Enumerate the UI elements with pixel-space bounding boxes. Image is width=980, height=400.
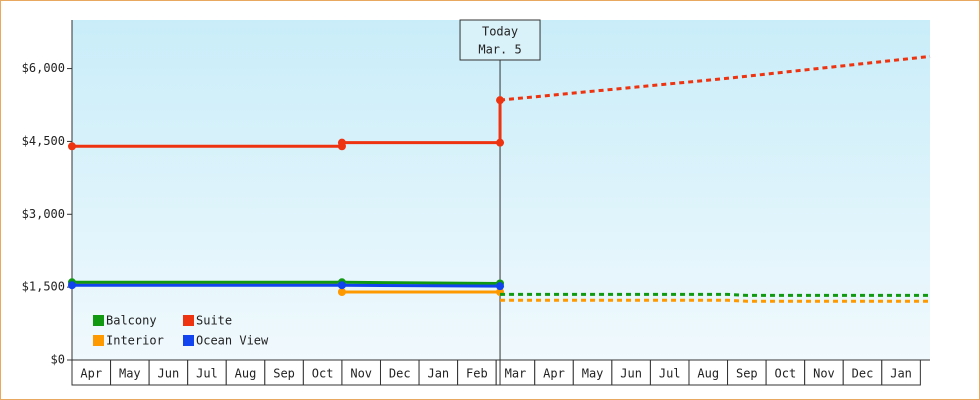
x-tick-label: Oct bbox=[775, 367, 797, 381]
x-tick-label: Apr bbox=[80, 367, 102, 381]
x-tick-label: Mar bbox=[505, 367, 527, 381]
legend-swatch bbox=[93, 315, 104, 326]
y-tick-label: $3,000 bbox=[22, 207, 65, 221]
legend-label: Ocean View bbox=[196, 334, 269, 348]
month-cell bbox=[534, 359, 574, 386]
month-cell bbox=[187, 359, 227, 386]
legend-label: Balcony bbox=[106, 314, 157, 328]
x-tick-label: Nov bbox=[813, 367, 835, 381]
month-cell bbox=[302, 359, 343, 386]
x-tick-label: Jul bbox=[196, 367, 218, 381]
x-tick-label: Dec bbox=[389, 367, 411, 381]
x-tick-label: May bbox=[119, 367, 141, 381]
x-tick-label: Oct bbox=[312, 367, 334, 381]
month-cell bbox=[495, 359, 536, 386]
month-cell bbox=[379, 359, 420, 386]
plot-area bbox=[72, 20, 930, 360]
today-date: Mar. 5 bbox=[478, 43, 521, 57]
x-tick-label: Feb bbox=[466, 367, 488, 381]
x-tick-label: Aug bbox=[235, 367, 257, 381]
x-tick-label: Sep bbox=[273, 367, 295, 381]
y-tick-label: $6,000 bbox=[22, 61, 65, 75]
price-point bbox=[496, 282, 505, 291]
forecast-line bbox=[500, 292, 930, 297]
x-tick-label: Apr bbox=[543, 367, 565, 381]
legend-swatch bbox=[183, 315, 194, 326]
legend-swatch bbox=[183, 335, 194, 346]
forecast-line bbox=[499, 54, 931, 102]
x-tick-label: Aug bbox=[697, 367, 719, 381]
x-tick-label: Dec bbox=[852, 367, 874, 381]
price-point bbox=[496, 138, 505, 147]
price-point bbox=[68, 142, 76, 151]
x-tick-label: Jun bbox=[620, 367, 642, 381]
legend-swatch bbox=[93, 335, 104, 346]
price-point bbox=[68, 281, 76, 290]
x-tick-label: May bbox=[582, 367, 604, 381]
month-cell bbox=[418, 359, 459, 386]
today-box bbox=[459, 19, 541, 61]
x-tick-label: Sep bbox=[736, 367, 758, 381]
month-cell bbox=[881, 359, 921, 386]
forecast-line bbox=[500, 298, 930, 303]
price-line bbox=[72, 280, 501, 285]
x-tick-label: Jan bbox=[427, 367, 449, 381]
x-tick-label: Nov bbox=[350, 367, 372, 381]
month-cell bbox=[225, 359, 266, 386]
x-tick-label: Jul bbox=[659, 367, 681, 381]
y-tick-label: $1,500 bbox=[22, 280, 65, 294]
y-tick-label: $0 bbox=[51, 353, 65, 367]
legend-label: Interior bbox=[106, 334, 164, 348]
price-line bbox=[72, 283, 501, 288]
today-label: Today bbox=[482, 25, 518, 39]
y-tick-label: $4,500 bbox=[22, 134, 65, 148]
month-cell bbox=[264, 359, 304, 386]
price-point bbox=[337, 281, 346, 290]
legend-label: Suite bbox=[196, 314, 232, 328]
x-tick-label: Jan bbox=[890, 367, 912, 381]
price-point bbox=[496, 96, 505, 105]
price-point bbox=[337, 138, 346, 147]
price-point bbox=[337, 288, 346, 296]
x-tick-label: Jun bbox=[158, 367, 180, 381]
